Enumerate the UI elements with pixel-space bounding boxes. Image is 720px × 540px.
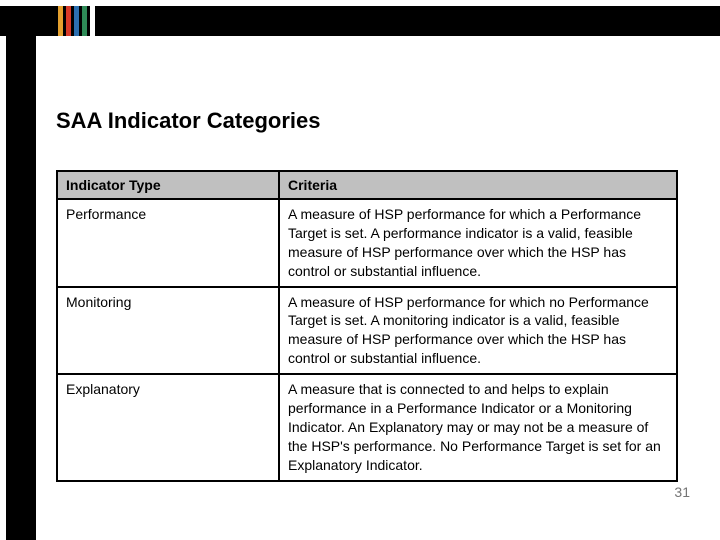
- table-row: Explanatory A measure that is connected …: [57, 374, 677, 480]
- col-header-type: Indicator Type: [57, 171, 279, 199]
- stripe-4: [82, 6, 87, 36]
- indicator-table: Indicator Type Criteria Performance A me…: [56, 170, 678, 482]
- stripe-5: [90, 6, 95, 36]
- table-row: Monitoring A measure of HSP performance …: [57, 287, 677, 375]
- cell-criteria: A measure that is connected to and helps…: [279, 374, 677, 480]
- cell-criteria: A measure of HSP performance for which a…: [279, 199, 677, 287]
- page-number: 31: [674, 484, 690, 500]
- col-header-criteria: Criteria: [279, 171, 677, 199]
- left-bar: [6, 36, 36, 540]
- cell-criteria: A measure of HSP performance for which n…: [279, 287, 677, 375]
- cell-type: Monitoring: [57, 287, 279, 375]
- stripe-2: [66, 6, 71, 36]
- slide: SAA Indicator Categories Indicator Type …: [0, 0, 720, 540]
- cell-type: Performance: [57, 199, 279, 287]
- table-header-row: Indicator Type Criteria: [57, 171, 677, 199]
- top-bar: [0, 6, 720, 36]
- accent-stripes: [58, 6, 98, 36]
- cell-type: Explanatory: [57, 374, 279, 480]
- stripe-1: [58, 6, 63, 36]
- stripe-3: [74, 6, 79, 36]
- table-row: Performance A measure of HSP performance…: [57, 199, 677, 287]
- page-title: SAA Indicator Categories: [56, 108, 320, 134]
